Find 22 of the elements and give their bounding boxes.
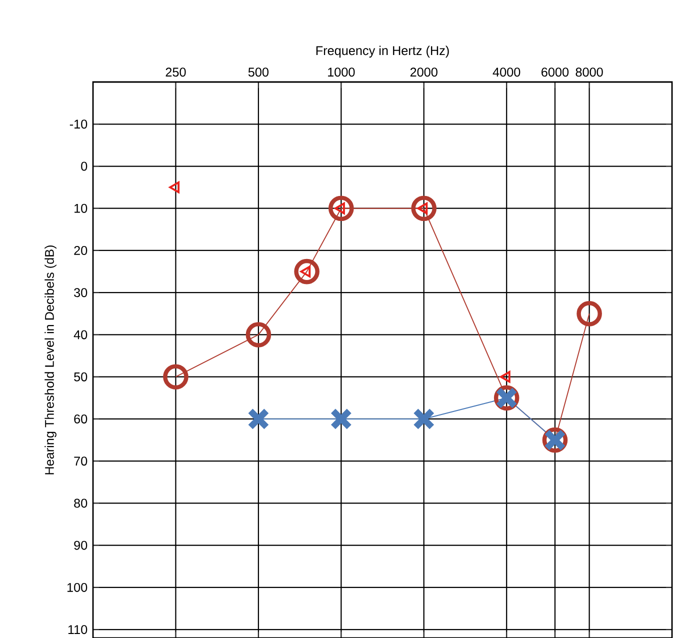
y-tick-label: 60 [74, 414, 88, 424]
y-tick-label: 80 [74, 498, 88, 508]
x-tick-label: 4000 [492, 68, 520, 77]
y-tick-label: 100 [67, 582, 88, 592]
y-tick-label: 0 [81, 162, 88, 171]
y-tick-label: 10 [74, 204, 88, 213]
y-tick-label: 70 [74, 456, 88, 466]
x-tick-label: 1000 [328, 68, 355, 77]
x-tick-label: 8000 [576, 68, 603, 77]
y-tick-label: 90 [74, 540, 88, 550]
y-tick-label: -10 [70, 120, 88, 129]
y-axis-title: Hearing Threshold Level in Decibels (dB) [44, 246, 56, 474]
x-tick-label: 250 [166, 68, 186, 77]
x-tick-label: 2000 [410, 68, 438, 77]
y-tick-label: 30 [74, 288, 88, 298]
y-tick-label: 20 [74, 246, 88, 255]
y-tick-label: 50 [74, 372, 88, 382]
y-tick-label: 110 [68, 625, 88, 634]
y-tick-label: 40 [74, 330, 88, 340]
x-tick-label: 6000 [542, 68, 569, 77]
x-axis-title: Frequency in Hertz (Hz) [316, 46, 449, 58]
x-tick-label: 500 [248, 68, 269, 77]
